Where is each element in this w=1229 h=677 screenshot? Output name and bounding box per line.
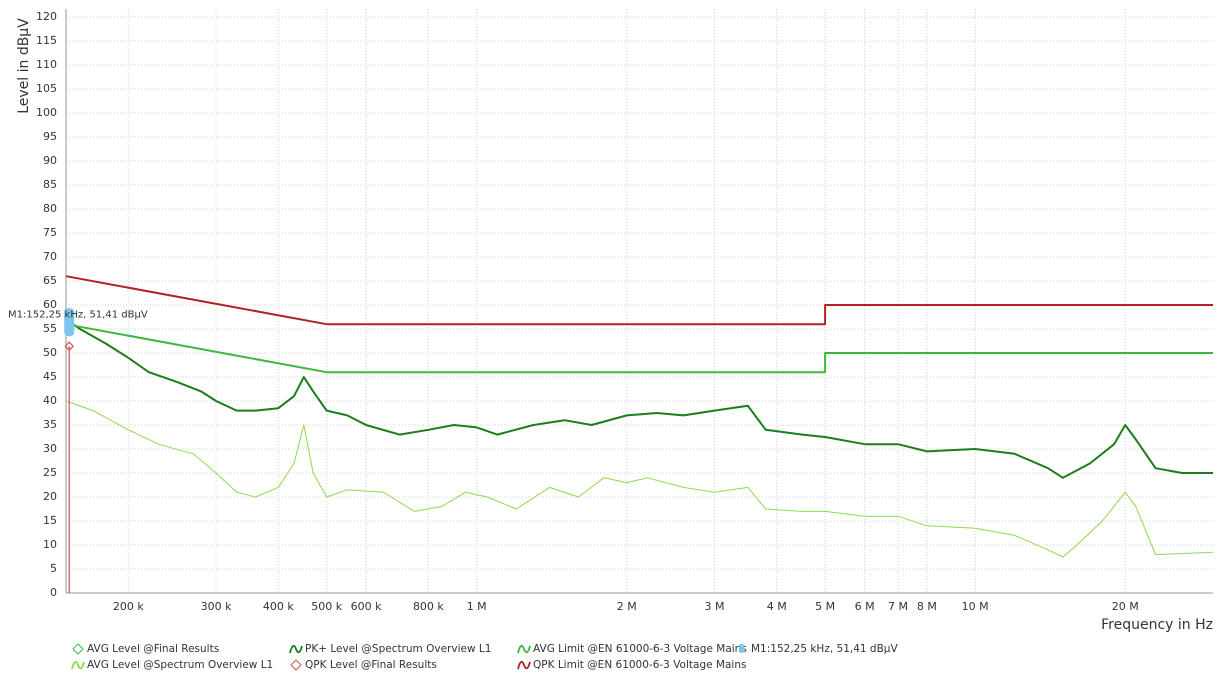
- x-tick-label: 300 k: [201, 600, 232, 613]
- legend-label: AVG Level @Final Results: [87, 643, 219, 655]
- x-tick-label: 5 M: [815, 600, 835, 613]
- series-line: [65, 275, 1213, 326]
- y-axis-label: Level in dBµV: [16, 18, 32, 114]
- x-tick-label: 600 k: [351, 600, 382, 613]
- marker-label: M1:152,25 kHz, 51,41 dBµV: [8, 310, 148, 321]
- y-tick-label: 40: [43, 394, 57, 407]
- y-tick-label: 35: [43, 418, 57, 431]
- y-tick-label: 65: [43, 274, 57, 287]
- y-tick-label: 95: [43, 130, 57, 143]
- x-tick-label: 4 M: [767, 600, 787, 613]
- x-tick-label: 400 k: [263, 600, 294, 613]
- legend-label: AVG Level @Spectrum Overview L1: [87, 659, 273, 671]
- y-tick-label: 90: [43, 154, 57, 167]
- y-tick-label: 15: [43, 514, 57, 527]
- y-tick-label: 5: [50, 562, 57, 575]
- y-tick-label: 30: [43, 442, 57, 455]
- legend-icon: [71, 660, 85, 670]
- legend-label: PK+ Level @Spectrum Overview L1: [305, 643, 491, 655]
- x-tick-label: 200 k: [113, 600, 144, 613]
- y-tick-label: 120: [36, 10, 57, 23]
- legend-icon: [72, 643, 84, 655]
- y-tick-label: 115: [36, 34, 57, 47]
- y-tick-label: 80: [43, 202, 57, 215]
- y-tick-label: 105: [36, 82, 57, 95]
- y-tick-label: 20: [43, 490, 57, 503]
- y-tick-label: 10: [43, 538, 57, 551]
- y-tick-label: 0: [50, 586, 57, 599]
- x-tick-label: 3 M: [705, 600, 725, 613]
- y-tick-label: 55: [43, 322, 57, 335]
- x-tick-label: 2 M: [617, 600, 637, 613]
- marker-flag: [64, 308, 75, 337]
- x-tick-label: 6 M: [855, 600, 875, 613]
- y-tick-label: 50: [43, 346, 57, 359]
- y-tick-label: 70: [43, 250, 57, 263]
- legend-icon: [290, 659, 302, 671]
- x-tick-label: 800 k: [413, 600, 444, 613]
- x-tick-label: 8 M: [917, 600, 937, 613]
- y-tick-label: 25: [43, 466, 57, 479]
- y-tick-label: 60: [43, 298, 57, 311]
- x-axis-label: Frequency in Hz: [1101, 617, 1213, 633]
- legend-icon: [517, 644, 531, 654]
- series-line: [65, 400, 1214, 558]
- x-tick-label: 1 M: [467, 600, 487, 613]
- x-tick-label: 500 k: [311, 600, 342, 613]
- legend-icon: [517, 660, 531, 670]
- legend-label: M1:152,25 kHz, 51,41 dBµV: [751, 643, 898, 655]
- legend-label: AVG Limit @EN 61000-6-3 Voltage Mains: [533, 643, 747, 655]
- y-tick-label: 100: [36, 106, 57, 119]
- x-tick-label: 7 M: [888, 600, 908, 613]
- legend-label: QPK Level @Final Results: [305, 659, 437, 671]
- legend-icon: [739, 644, 744, 653]
- y-tick-label: 45: [43, 370, 57, 383]
- y-tick-label: 85: [43, 178, 57, 191]
- legend-label: QPK Limit @EN 61000-6-3 Voltage Mains: [533, 659, 746, 671]
- y-tick-label: 110: [36, 58, 57, 71]
- series-line: [65, 323, 1213, 374]
- series-line: [65, 318, 1213, 479]
- y-tick-label: 75: [43, 226, 57, 239]
- x-tick-label: 20 M: [1112, 600, 1139, 613]
- x-tick-label: 10 M: [962, 600, 989, 613]
- legend-icon: [289, 644, 303, 654]
